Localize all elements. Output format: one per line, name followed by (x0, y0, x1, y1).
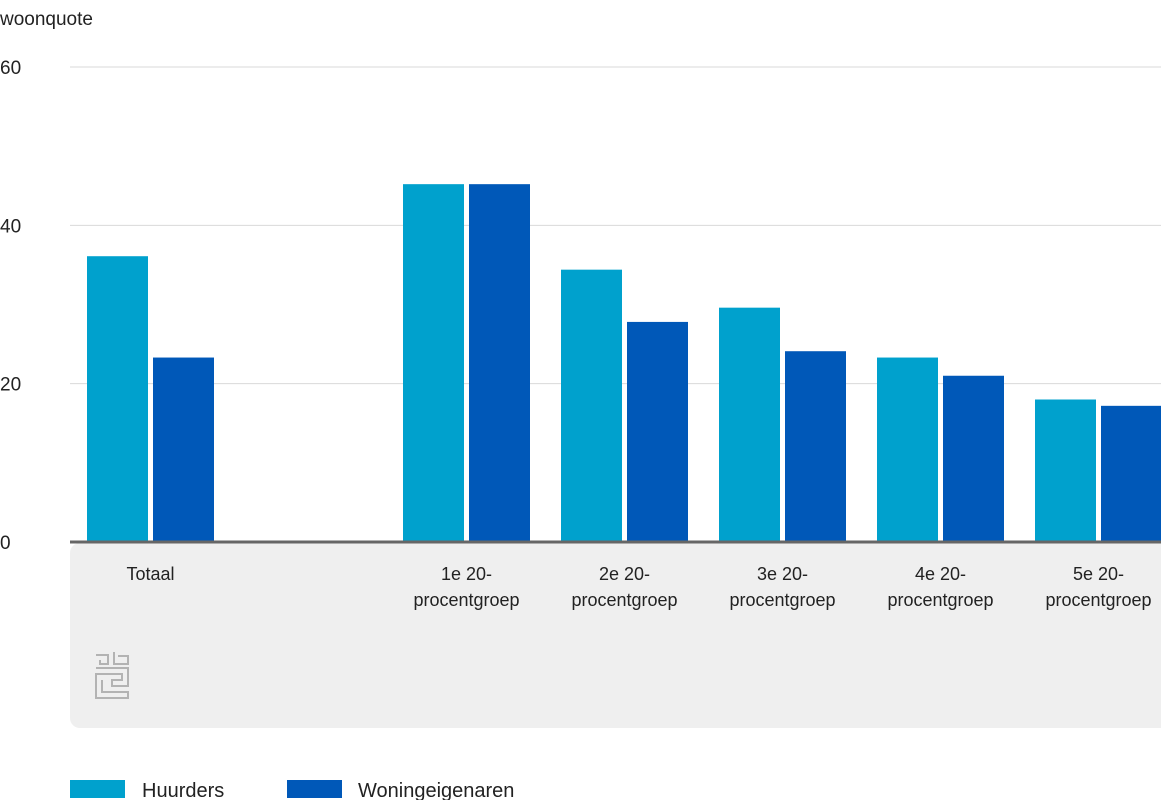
x-tick-label: Totaal (126, 564, 174, 584)
bar-woningeigenaren (627, 321, 688, 542)
cbs-logo-icon (95, 652, 129, 699)
legend-label-huurders: Huurders (142, 780, 224, 800)
bar-woningeigenaren (1101, 405, 1161, 542)
y-tick-label: 20 (0, 375, 21, 396)
bar-woningeigenaren (469, 184, 530, 542)
y-tick-label: 60 (0, 58, 21, 79)
y-tick-label: 0 (0, 533, 11, 554)
x-tick-label: 3e 20-procentgroep (729, 564, 835, 610)
bar-woningeigenaren (943, 375, 1004, 542)
category-panel (70, 543, 1161, 728)
bar-huurders (719, 307, 780, 542)
bar-woningeigenaren (153, 357, 214, 542)
legend-label-woningeigenaren: Woningeigenaren (358, 780, 514, 800)
bar-huurders (87, 256, 148, 542)
x-tick-label: 4e 20-procentgroep (887, 564, 993, 610)
x-tick-label: 5e 20-procentgroep (1045, 564, 1151, 610)
category-label-layer: Totaal 1e 20-procentgroep 2e 20-procentgro… (126, 564, 1151, 610)
bar-woningeigenaren (785, 351, 846, 542)
legend-swatch-woningeigenaren (287, 780, 342, 798)
x-tick-label: 2e 20-procentgroep (571, 564, 677, 610)
legend-swatch-huurders (70, 780, 125, 798)
bar-huurders (561, 269, 622, 542)
x-tick-label: 1e 20-procentgroep (413, 564, 519, 610)
bar-huurders (403, 184, 464, 542)
bar-huurders (1035, 399, 1096, 542)
legend: Huurders Woningeigenaren (70, 780, 514, 800)
y-tick-label: 40 (0, 216, 21, 237)
bar-layer (87, 184, 1161, 542)
y-axis-title: woonquote (0, 9, 93, 30)
bar-huurders (877, 357, 938, 542)
